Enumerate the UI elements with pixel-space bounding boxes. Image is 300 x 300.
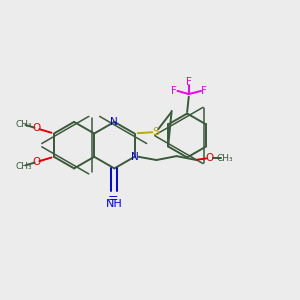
Text: N: N	[110, 117, 118, 127]
Text: N: N	[130, 152, 138, 162]
Text: O: O	[33, 123, 41, 134]
Text: O: O	[205, 153, 214, 163]
Text: S: S	[152, 127, 159, 137]
Text: CH₃: CH₃	[217, 154, 233, 163]
Text: CH₃: CH₃	[16, 120, 32, 129]
Text: F: F	[171, 86, 177, 96]
Text: F: F	[201, 86, 207, 96]
Text: NH: NH	[106, 199, 123, 209]
Text: O: O	[33, 157, 41, 167]
Text: CH₃: CH₃	[16, 162, 32, 171]
Text: F: F	[186, 77, 192, 87]
Text: =: =	[107, 192, 118, 205]
